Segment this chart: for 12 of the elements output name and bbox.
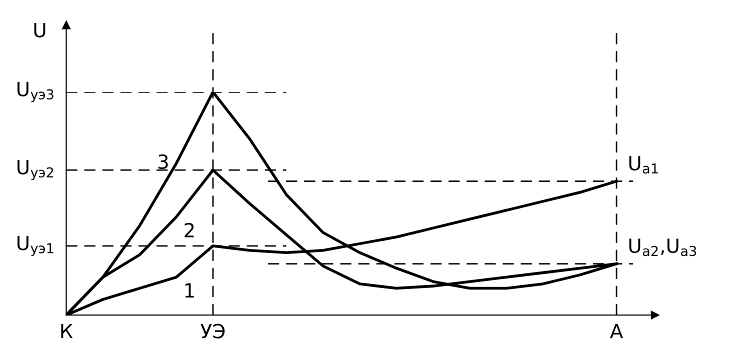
ref-line-label: U$_{уэ2}$ xyxy=(18,160,54,180)
ref-line-label: U$_{уэ1}$ xyxy=(18,236,54,256)
ref-line-label: U$_{a2}$,U$_{a3}$ xyxy=(629,238,696,256)
series-label: 2 xyxy=(184,222,194,238)
series-label: 3 xyxy=(158,154,168,170)
x-tick-label: К xyxy=(61,324,73,338)
y-axis-title: U xyxy=(34,23,46,38)
x-tick-label: УЭ xyxy=(200,324,225,338)
ref-line-label: U$_{a1}$ xyxy=(629,156,658,174)
series-label: 1 xyxy=(185,283,194,298)
ref-line-label: U$_{уэ3}$ xyxy=(18,82,54,102)
x-tick-label: А xyxy=(610,324,624,338)
